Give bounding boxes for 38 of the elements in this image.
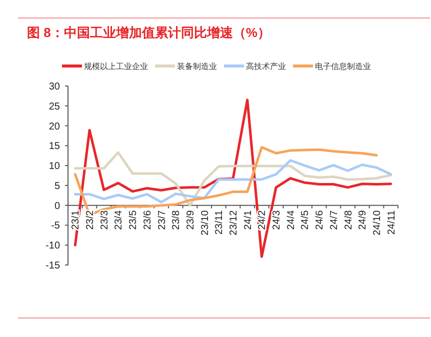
legend-label: 装备制造业 — [177, 62, 217, 71]
y-tick-label: -15 — [46, 260, 60, 272]
y-tick-label: 20 — [48, 121, 60, 132]
x-tick-label: 24/11 — [386, 210, 398, 235]
x-tick-label: 23/7 — [156, 210, 168, 230]
legend-label: 电子信息制造业 — [315, 62, 371, 71]
y-tick-label: 15 — [48, 141, 60, 152]
x-tick-label: 24/8 — [343, 210, 354, 230]
x-tick-label: 23/8 — [171, 210, 182, 230]
x-tick-label: 24/7 — [328, 210, 340, 230]
x-tick-label: 24/1 — [242, 210, 254, 230]
y-tick-label: 10 — [48, 161, 60, 172]
y-tick-label: -5 — [51, 220, 60, 232]
x-tick-label: 23/10 — [200, 210, 211, 236]
y-tick-label: 25 — [48, 101, 60, 112]
x-tick-label: 23/5 — [128, 210, 140, 230]
x-tick-label: 23/11 — [214, 210, 226, 235]
x-tick-label: 23/2 — [85, 210, 96, 230]
x-tick-label: 23/9 — [185, 210, 196, 230]
x-tick-label: 23/3 — [99, 210, 110, 230]
y-tick-label: -10 — [46, 240, 60, 252]
x-tick-label: 24/2 — [257, 210, 268, 230]
y-tick-label: 30 — [48, 82, 60, 92]
x-tick-label: 23/6 — [142, 210, 154, 230]
x-tick-label: 24/9 — [358, 210, 369, 230]
y-tick-label: 5 — [54, 180, 60, 192]
x-tick-label: 23/12 — [228, 210, 240, 236]
y-tick-label: 0 — [54, 200, 60, 212]
legend-label: 规模以上工业企业 — [84, 62, 148, 71]
legend-label: 高技术产业 — [246, 62, 286, 71]
x-tick-label: 23/1 — [70, 210, 82, 230]
chart-title: 图 8：中国工业增加值累计同比增速（%） — [27, 25, 270, 40]
x-tick-label: 24/5 — [300, 210, 312, 230]
x-tick-label: 23/4 — [114, 210, 125, 230]
x-tick-label: 24/6 — [314, 210, 326, 230]
x-tick-label: 24/3 — [272, 210, 283, 230]
x-tick-label: 24/10 — [372, 210, 383, 236]
x-tick-label: 24/4 — [286, 210, 297, 230]
